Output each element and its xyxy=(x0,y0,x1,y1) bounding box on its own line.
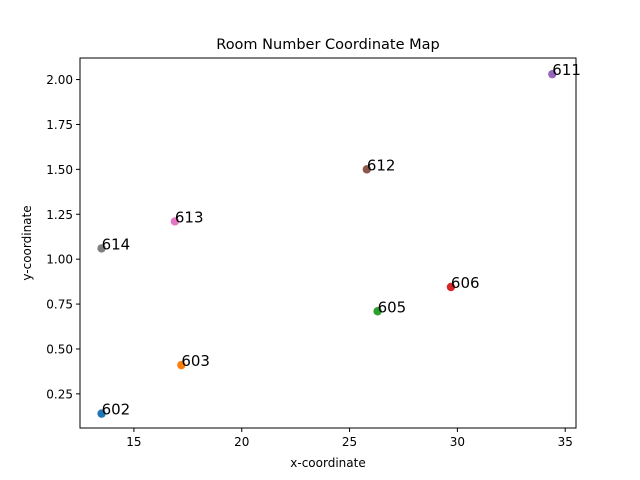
plot-frame xyxy=(79,57,577,429)
point-label-614: 614 xyxy=(102,235,131,253)
chart-title: Room Number Coordinate Map xyxy=(216,37,439,53)
point-611 xyxy=(548,69,557,79)
point-label-611: 611 xyxy=(552,61,581,79)
point-label-602: 602 xyxy=(102,401,131,419)
point-606 xyxy=(446,282,456,292)
point-label-613: 613 xyxy=(175,208,204,226)
point-612 xyxy=(362,165,372,174)
y-axis-ticks: 0.25 0.50 0.75 1.00 1.25 1.50 1.75 2.00 xyxy=(46,73,80,401)
point-605 xyxy=(373,307,382,316)
point-label-612: 612 xyxy=(367,156,396,174)
x-axis-label: x-coordinate xyxy=(290,456,365,470)
plot-area xyxy=(80,58,576,428)
point-label-605: 605 xyxy=(378,298,407,316)
x-tick-label: 35 xyxy=(558,435,573,449)
point-label-603: 603 xyxy=(181,352,210,370)
point-603 xyxy=(177,360,186,370)
y-axis-label: y-coordinate xyxy=(20,205,34,280)
y-tick-label: 1.00 xyxy=(46,253,73,267)
y-tick-label: 1.75 xyxy=(46,118,73,132)
y-tick-label: 0.50 xyxy=(46,342,73,356)
y-tick-label: 2.00 xyxy=(46,73,73,87)
x-axis-ticks: 15 20 25 30 35 xyxy=(126,428,573,449)
x-tick-label: 25 xyxy=(342,435,357,449)
point-614 xyxy=(97,244,106,253)
point-613 xyxy=(170,217,180,226)
x-tick-label: 30 xyxy=(450,435,465,449)
point-label-606: 606 xyxy=(451,274,480,292)
x-tick-label: 20 xyxy=(234,435,249,449)
y-tick-label: 1.25 xyxy=(46,208,73,222)
x-tick-label: 15 xyxy=(126,435,141,449)
y-tick-label: 0.25 xyxy=(46,387,73,401)
y-tick-label: 0.75 xyxy=(46,298,73,312)
y-tick-label: 1.50 xyxy=(46,163,73,177)
point-602 xyxy=(97,409,106,418)
data-points: 602 603 605 606 611 612 613 614 xyxy=(97,61,581,419)
